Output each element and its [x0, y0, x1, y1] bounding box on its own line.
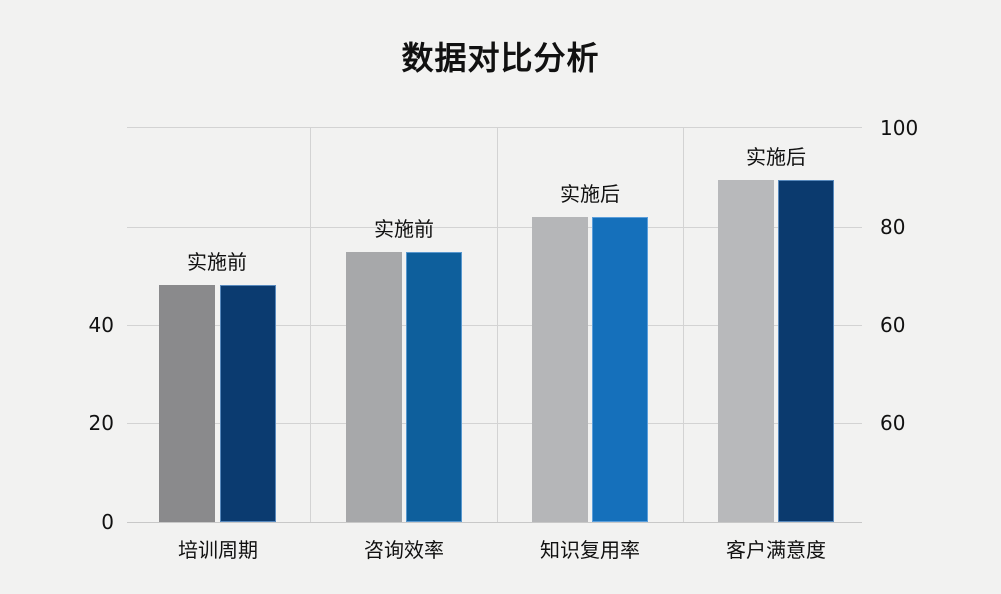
x-axis-line [127, 522, 862, 523]
bar-blue [592, 217, 648, 522]
bar-annotation: 实施前 [187, 250, 247, 274]
bar-grey [718, 180, 774, 522]
category-label: 客户满意度 [726, 538, 826, 562]
category-label: 知识复用率 [540, 538, 640, 562]
bar-annotation: 实施前 [374, 217, 434, 241]
gridline [127, 423, 862, 424]
gridline [127, 325, 862, 326]
bar-annotation: 实施后 [560, 182, 620, 206]
bar-annotation: 实施后 [746, 145, 806, 169]
left-axis-tick: 40 [88, 313, 114, 337]
gridline [127, 227, 862, 228]
bar-blue [778, 180, 834, 522]
group-separator [683, 127, 684, 522]
bar-grey [346, 252, 402, 522]
group-separator [310, 127, 311, 522]
right-axis-tick: 80 [880, 215, 906, 239]
bar-grey [532, 217, 588, 522]
gridline [127, 127, 862, 128]
category-label: 培训周期 [178, 538, 258, 562]
chart-title: 数据对比分析 [401, 39, 600, 77]
right-axis-tick: 60 [880, 411, 906, 435]
category-label: 咨询效率 [364, 538, 444, 562]
left-axis-tick: 20 [88, 411, 114, 435]
bar-blue [406, 252, 462, 522]
bar-grey [159, 285, 215, 522]
group-separator [497, 127, 498, 522]
left-axis-tick: 0 [101, 510, 114, 534]
right-axis-tick: 60 [880, 313, 906, 337]
bar-blue [220, 285, 276, 522]
right-axis-tick: 100 [880, 116, 919, 140]
